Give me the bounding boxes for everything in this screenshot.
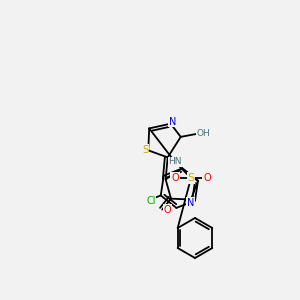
Text: O: O — [164, 205, 171, 214]
Text: OH: OH — [197, 129, 211, 138]
Text: S: S — [188, 173, 195, 183]
Text: N: N — [187, 197, 195, 208]
Text: N: N — [169, 117, 176, 127]
Text: HN: HN — [168, 158, 182, 166]
Text: O: O — [203, 173, 211, 183]
Text: S: S — [142, 145, 148, 155]
Text: O: O — [171, 173, 179, 183]
Text: Cl: Cl — [146, 196, 156, 206]
